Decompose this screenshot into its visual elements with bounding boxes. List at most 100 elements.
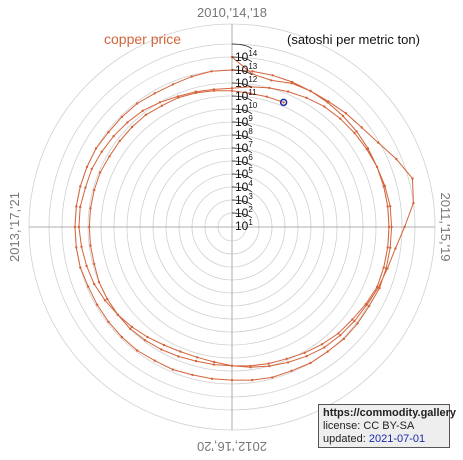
radial-tick-exponent: 9 — [248, 114, 253, 123]
data-point — [96, 303, 99, 306]
data-point — [303, 351, 306, 354]
tick-leader — [231, 173, 253, 180]
data-point — [271, 74, 274, 77]
data-point — [360, 126, 363, 129]
radial-tick-exponent: 13 — [248, 62, 257, 71]
data-point — [403, 225, 406, 229]
data-point — [305, 96, 308, 100]
data-point — [179, 350, 182, 353]
data-point — [85, 165, 89, 169]
data-point — [75, 205, 78, 208]
data-point — [286, 90, 290, 93]
data-point — [323, 105, 326, 108]
info-site[interactable]: https://commodity.gallery — [323, 407, 457, 419]
data-point — [387, 225, 391, 229]
data-point — [171, 368, 175, 371]
data-point — [309, 89, 312, 93]
data-point — [210, 70, 213, 73]
data-point — [270, 79, 273, 82]
data-point — [375, 165, 379, 169]
data-point — [376, 141, 380, 144]
data-point — [97, 280, 101, 284]
radial-tick-exponent: 2 — [248, 205, 253, 214]
data-point — [351, 318, 354, 321]
data-point — [144, 113, 148, 117]
data-point — [290, 369, 293, 372]
data-point — [130, 325, 134, 329]
tick-leader — [231, 121, 253, 128]
data-point — [103, 299, 107, 302]
data-point — [112, 135, 115, 138]
info-box: https://commodity.gallery license: CC BY… — [318, 404, 457, 448]
data-point — [93, 262, 96, 266]
radial-tick-label: 1010 — [235, 101, 258, 116]
data-point — [77, 225, 81, 229]
data-point — [89, 207, 92, 210]
radial-tick-exponent: 3 — [248, 192, 253, 201]
data-point — [268, 364, 271, 368]
angle-label-right: 2011,'15,'19 — [438, 192, 453, 261]
angle-labels: 2010,'14,'18 2011,'15,'19 2012,'16,'20 2013… — [7, 5, 453, 454]
data-point — [355, 130, 358, 133]
data-point — [282, 101, 285, 104]
unit-label: (satoshi per metric ton) — [287, 32, 420, 47]
data-point — [212, 363, 216, 366]
data-point — [79, 266, 82, 269]
series-copper-price — [73, 55, 415, 382]
data-point — [390, 225, 393, 229]
angle-label-top: 2010,'14,'18 — [197, 5, 267, 20]
tick-leader — [231, 147, 253, 154]
data-point — [339, 334, 342, 337]
data-point — [378, 286, 381, 290]
data-point — [320, 343, 324, 346]
data-point — [195, 356, 199, 359]
data-point — [326, 350, 329, 353]
info-license: license: CC BY-SA — [323, 420, 415, 432]
data-point — [136, 349, 139, 352]
data-point — [130, 125, 134, 129]
data-point — [389, 205, 392, 208]
data-point — [89, 244, 92, 247]
data-point — [230, 89, 234, 93]
tick-leader — [231, 82, 253, 89]
data-point — [385, 267, 388, 270]
tick-leader — [231, 95, 253, 102]
data-point — [389, 246, 392, 249]
data-point — [382, 185, 385, 188]
data-point — [99, 171, 102, 174]
data-point — [100, 150, 103, 153]
tick-leader — [231, 134, 253, 141]
data-point — [382, 266, 385, 269]
data-point — [248, 92, 251, 95]
data-point — [90, 167, 94, 171]
data-point — [118, 139, 122, 143]
data-point — [106, 297, 109, 301]
data-point — [194, 91, 198, 95]
data-point — [160, 104, 164, 107]
info-updated-date[interactable]: 2021-07-01 — [368, 433, 426, 445]
data-point — [153, 359, 156, 362]
data-point — [386, 246, 389, 249]
data-point — [305, 355, 308, 358]
data-point — [94, 147, 98, 150]
data-point — [136, 102, 139, 105]
tick-leader — [231, 160, 253, 167]
data-point — [177, 96, 180, 99]
radial-tick-exponent: 6 — [248, 153, 253, 162]
data-point — [265, 95, 269, 98]
data-point — [309, 361, 312, 365]
data-point — [107, 131, 110, 134]
data-point — [341, 114, 345, 118]
radial-tick-exponent: 11 — [248, 88, 257, 97]
radial-tick-exponent: 10 — [248, 101, 257, 110]
data-point — [375, 285, 379, 289]
data-point — [80, 245, 83, 248]
data-point — [191, 373, 194, 377]
tick-leader — [231, 212, 253, 219]
data-point — [271, 376, 274, 379]
data-point — [120, 115, 124, 119]
data-point — [87, 285, 90, 288]
data-point — [153, 92, 156, 95]
tick-leader — [231, 199, 253, 206]
